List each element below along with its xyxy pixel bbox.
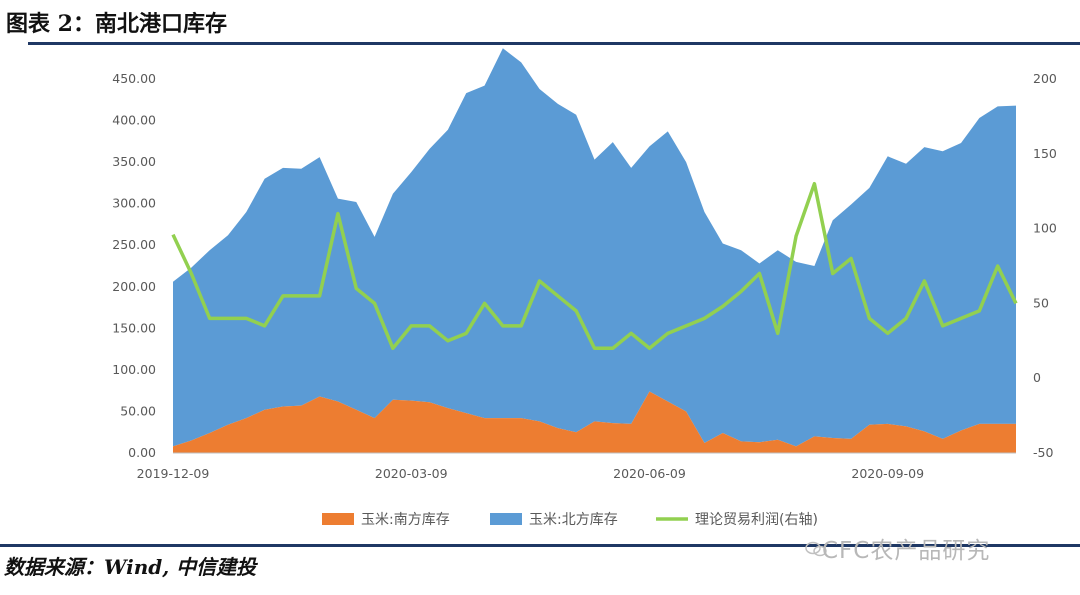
footer-rule	[0, 544, 1080, 547]
x-axis-tick: 2020-06-09	[613, 466, 686, 481]
source-note: 数据来源：Wind, 中信建投	[4, 555, 257, 579]
legend-swatch-south	[322, 513, 354, 525]
left-axis-tick: 50.00	[120, 403, 156, 418]
wechat-icon	[805, 541, 827, 557]
legend-label-north: 玉米:北方库存	[529, 512, 618, 528]
watermark: CFC农产品研究	[822, 538, 991, 564]
series-profit-line	[171, 181, 1018, 351]
left-axis-tick: 400.00	[112, 113, 156, 128]
x-axis-tick: 2020-09-09	[851, 466, 924, 481]
left-axis-tick: 100.00	[112, 362, 156, 377]
left-axis-tick: 350.00	[112, 154, 156, 169]
left-axis-tick: 300.00	[112, 196, 156, 211]
left-axis-tick: 450.00	[112, 71, 156, 86]
right-axis-tick: 150	[1033, 146, 1057, 161]
series-north-area	[173, 48, 1016, 447]
x-axis-tick: 2019-12-09	[137, 466, 210, 481]
right-axis-tick: 200	[1033, 71, 1057, 86]
chart-title: 图表 2：南北港口库存	[6, 11, 227, 37]
right-axis-tick: 0	[1033, 370, 1041, 385]
x-axis-tick: 2020-03-09	[375, 466, 448, 481]
header-rule	[28, 42, 1080, 45]
chart-area: 0.00 50.00 100.00 150.00 200.00 250.00 300.00 3…	[112, 48, 1057, 528]
legend-label-profit: 理论贸易利润(右轴)	[695, 512, 818, 528]
left-axis-tick: 150.00	[112, 320, 156, 335]
left-axis-tick: 0.00	[128, 445, 156, 460]
left-axis-tick: 250.00	[112, 237, 156, 252]
left-axis-tick: 200.00	[112, 279, 156, 294]
right-axis-tick: 50	[1033, 295, 1049, 310]
right-axis-tick: 100	[1033, 221, 1057, 236]
legend-swatch-north	[490, 513, 522, 525]
right-axis-tick: -50	[1033, 445, 1053, 460]
series-south-area	[173, 391, 1016, 453]
legend-label-south: 玉米:南方库存	[361, 512, 450, 528]
